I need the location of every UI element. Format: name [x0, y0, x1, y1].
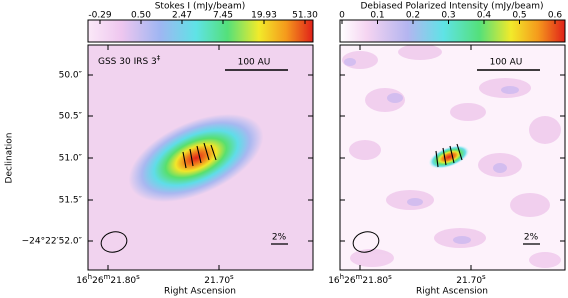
colorbar-tick-label: 0	[339, 11, 345, 21]
x-tick-unit: h	[88, 273, 92, 281]
colorbar-tick-label: 51.30	[292, 11, 318, 21]
colorbar-tick-label: 0.1	[370, 11, 384, 21]
source-sup: ‡	[157, 54, 161, 62]
colorbar-tick-label: 0.3	[441, 11, 455, 21]
x-axis-label: Right Ascension	[416, 287, 488, 297]
x-tick-value: 21.70	[456, 276, 482, 286]
source-label: GSS 30 IRS 3‡	[98, 54, 161, 67]
y-tick-label: 50.5″	[59, 112, 83, 122]
colorbar-title: Stokes I (mJy/beam)	[155, 2, 246, 12]
colorbar-tick-label: 0.5	[512, 11, 526, 21]
x-tick-label: 16h26m21.80s	[76, 273, 140, 286]
colorbar	[87, 19, 314, 43]
y-tick-label: 51.0″	[59, 154, 83, 164]
vector-scale-label: 2%	[524, 233, 539, 243]
polarization-vectors	[435, 143, 463, 168]
y-tick-label: −24°22′52.0″	[22, 237, 83, 247]
colorbar-tick-label: 19.93	[251, 11, 277, 21]
y-tick-label: 50.0″	[59, 71, 83, 81]
x-tick-label: 21.70s	[456, 273, 486, 286]
colorbar	[339, 19, 566, 43]
x-axis-label: Right Ascension	[164, 287, 236, 297]
colorbar-tick-label: 0.50	[131, 11, 151, 21]
colorbar-tick-label: -0.29	[88, 11, 112, 21]
colorbar-tick-label: 0.2	[406, 11, 420, 21]
x-tick-value: 26	[344, 276, 356, 286]
colorbar-tick-label: 2.47	[172, 11, 192, 21]
x-tick-unit: h	[340, 273, 344, 281]
x-tick-label: 21.70s	[204, 273, 234, 286]
x-tick-value: 16	[76, 276, 88, 286]
x-tick-value: 26	[92, 276, 104, 286]
polarization-vectors	[182, 142, 217, 169]
x-tick-unit: m	[356, 273, 363, 281]
colorbar-tick-label: 0.6	[548, 11, 563, 21]
x-tick-label: 16h26m21.80s	[328, 273, 392, 286]
y-axis-label: Declination	[5, 133, 15, 184]
x-tick-unit: m	[104, 273, 111, 281]
x-tick-value: 16	[328, 276, 340, 286]
source-name: GSS 30 IRS 3	[98, 57, 157, 67]
emission	[128, 113, 264, 203]
x-tick-value: 21.80	[362, 276, 388, 286]
x-tick-value: 21.70	[204, 276, 230, 286]
x-tick-unit: s	[482, 273, 486, 281]
beam	[352, 231, 380, 253]
beam	[100, 231, 128, 253]
x-tick-unit: s	[388, 273, 392, 281]
x-tick-unit: s	[230, 273, 234, 281]
x-tick-unit: s	[136, 273, 140, 281]
vector-scale-label: 2%	[272, 233, 287, 243]
colorbar-title: Debiased Polarized Intensity (mJy/beam)	[360, 2, 543, 12]
scale-bar-label: 100 AU	[238, 58, 271, 68]
y-tick-label: 51.5″	[59, 196, 83, 206]
colorbar-tick-label: 7.45	[213, 11, 233, 21]
x-tick-value: 21.80	[110, 276, 136, 286]
scale-bar-label: 100 AU	[490, 58, 523, 68]
colorbar-tick-label: 0.4	[477, 11, 492, 21]
